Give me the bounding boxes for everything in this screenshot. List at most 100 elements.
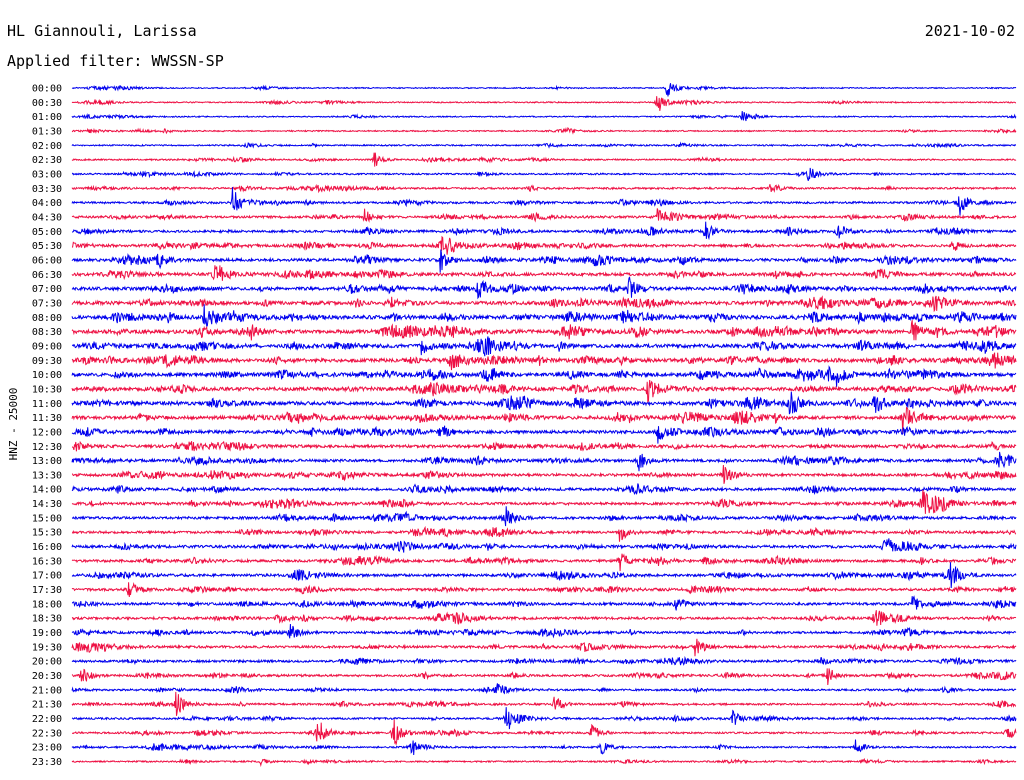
trace-row	[71, 758, 1017, 768]
row-tick-label: 19:00	[32, 628, 62, 639]
trace-row	[71, 691, 1017, 716]
row-tick-label: 05:30	[32, 241, 62, 252]
y-axis-label: HNZ - 25000	[7, 388, 20, 461]
trace-row	[71, 187, 1017, 216]
row-tick-label: 17:30	[32, 585, 62, 596]
trace-row	[71, 553, 1017, 572]
filter-subtitle: Applied filter: WWSSN-SP	[7, 52, 224, 70]
row-tick-label: 03:30	[32, 184, 62, 195]
trace-row	[71, 581, 1017, 598]
row-tick-label: 21:00	[32, 685, 62, 696]
trace-row	[71, 739, 1017, 756]
row-tick-label: 14:30	[32, 499, 62, 510]
row-tick-label: 10:00	[32, 370, 62, 381]
row-tick-label: 17:00	[32, 571, 62, 582]
trace-row	[71, 391, 1017, 415]
trace-row	[72, 440, 1017, 452]
row-tick-label: 12:30	[32, 442, 62, 453]
date-label: 2021-10-02	[925, 22, 1015, 40]
row-tick-label: 04:30	[32, 212, 62, 223]
row-tick-label: 04:00	[32, 198, 62, 209]
trace-row	[71, 506, 1017, 527]
trace-row	[71, 336, 1017, 357]
row-tick-label: 00:30	[32, 98, 62, 109]
trace-row	[71, 483, 1017, 496]
trace-row	[71, 464, 1017, 484]
row-tick-label: 10:30	[32, 384, 62, 395]
trace-row	[71, 183, 1017, 194]
trace-row	[71, 96, 1017, 111]
row-tick-label: 18:30	[32, 614, 62, 625]
seismic-traces	[71, 83, 1017, 768]
row-tick-label: 01:30	[32, 126, 62, 137]
trace-row	[71, 83, 1017, 97]
trace-row	[71, 562, 1017, 589]
trace-row	[71, 655, 1017, 666]
trace-row	[71, 235, 1017, 255]
trace-row	[71, 668, 1017, 686]
row-tick-label: 11:30	[32, 413, 62, 424]
row-tick-label: 06:00	[32, 255, 62, 266]
trace-row	[72, 221, 1017, 241]
trace-row	[71, 623, 1017, 639]
row-tick-label: 20:30	[32, 671, 62, 682]
trace-row	[71, 265, 1017, 281]
time-tick-labels: 00:00 00:30 01:00 01:30 02:00 02:30 03:00 03:30…	[32, 84, 62, 769]
row-tick-label: 14:00	[32, 485, 62, 496]
row-tick-label: 07:30	[32, 298, 62, 309]
trace-row	[71, 707, 1017, 730]
trace-row	[71, 141, 1017, 149]
row-tick-label: 23:00	[32, 743, 62, 754]
row-tick-label: 11:00	[32, 399, 62, 410]
row-tick-label: 09:30	[32, 356, 62, 367]
row-tick-label: 15:00	[32, 513, 62, 524]
trace-row	[71, 320, 1017, 341]
row-tick-label: 08:00	[32, 313, 62, 324]
trace-row	[71, 610, 1017, 626]
row-tick-label: 13:30	[32, 470, 62, 481]
trace-row	[71, 111, 1017, 122]
trace-row	[71, 295, 1017, 313]
trace-row	[71, 525, 1017, 542]
trace-row	[72, 719, 1017, 745]
trace-row	[71, 304, 1017, 327]
row-tick-label: 21:30	[32, 700, 62, 711]
trace-row	[71, 425, 1017, 444]
row-tick-label: 23:30	[32, 757, 62, 768]
row-tick-label: 00:00	[32, 84, 62, 95]
station-title: HL Giannouli, Larissa	[7, 22, 197, 40]
row-tick-label: 15:30	[32, 528, 62, 539]
trace-row	[71, 249, 1017, 273]
row-tick-label: 20:00	[32, 657, 62, 668]
row-tick-label: 08:30	[32, 327, 62, 338]
trace-row	[71, 489, 1017, 514]
row-tick-label: 19:30	[32, 642, 62, 653]
row-tick-label: 16:30	[32, 556, 62, 567]
trace-row	[71, 683, 1017, 695]
row-tick-label: 07:00	[32, 284, 62, 295]
trace-row	[71, 352, 1017, 371]
trace-row	[71, 365, 1017, 387]
row-tick-label: 06:30	[32, 270, 62, 281]
row-tick-label: 16:00	[32, 542, 62, 553]
row-tick-label: 02:00	[32, 141, 62, 152]
trace-row	[71, 638, 1017, 657]
row-tick-label: 13:00	[32, 456, 62, 467]
trace-row	[71, 126, 1017, 135]
trace-row	[71, 208, 1017, 223]
row-tick-label: 22:30	[32, 728, 62, 739]
row-tick-label: 18:00	[32, 599, 62, 610]
trace-row	[71, 595, 1017, 611]
row-tick-label: 09:00	[32, 341, 62, 352]
trace-row	[71, 167, 1017, 181]
row-tick-label: 02:30	[32, 155, 62, 166]
row-tick-label: 22:00	[32, 714, 62, 725]
trace-row	[71, 538, 1017, 553]
trace-row	[71, 406, 1017, 435]
trace-row	[71, 380, 1017, 404]
row-tick-label: 01:00	[32, 112, 62, 123]
row-tick-label: 03:00	[32, 169, 62, 180]
trace-row	[71, 451, 1017, 472]
trace-row	[71, 152, 1017, 167]
